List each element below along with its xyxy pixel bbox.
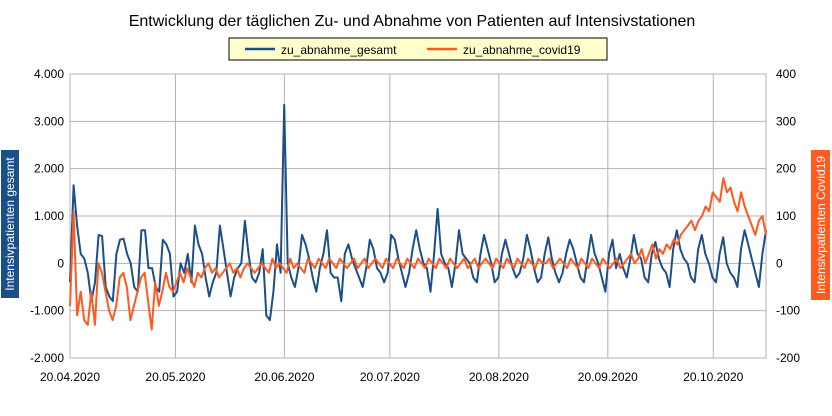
chart-title: Entwicklung der täglichen Zu- und Abnahm… [129,13,696,30]
x-tick-label: 20.06.2020 [254,370,314,384]
series-line-zu_abnahme_gesamt [69,103,767,322]
left-tick-label: 0 [57,256,64,270]
right-tick-label: 0 [776,256,783,270]
legend: zu_abnahme_gesamt zu_abnahme_covid19 [228,37,608,61]
legend-box [228,37,608,61]
left-axis-title-bg [1,150,19,298]
right-tick-label: 100 [776,209,796,223]
left-tick-label: 3.000 [34,114,64,128]
right-tick-label: 300 [776,114,796,128]
left-tick-label: 4.000 [34,67,64,81]
left-axis-title-group: Intensivpatienten gesamt [1,150,19,298]
series-line-zu_abnahme_covid19 [69,177,767,331]
left-axis-title: Intensivpatienten gesamt [3,157,17,291]
right-tick-label: -100 [776,304,800,318]
right-axis-title-group: Intensivpatienten Covid19 [811,150,830,300]
right-tick-label: 400 [776,67,796,81]
right-axis-title: Intensivpatienten Covid19 [814,156,828,294]
x-tick-label: 20.09.2020 [578,370,638,384]
series-lines [69,103,767,331]
plot-area-border [69,73,767,359]
left-tick-label: -1.000 [30,304,64,318]
right-tick-label: -200 [776,351,800,365]
left-tick-label: -2.000 [30,351,64,365]
x-tick-label: 20.04.2020 [40,370,100,384]
x-tick-label: 20.05.2020 [145,370,205,384]
x-tick-label: 20.07.2020 [360,370,420,384]
right-tick-label: 200 [776,162,796,176]
legend-label-covid19: zu_abnahme_covid19 [463,43,581,57]
x-tick-label: 20.10.2020 [683,370,743,384]
left-axis-tick-labels: 4.000 3.000 2.000 1.000 0 -1.000 -2.000 [30,67,64,365]
right-axis-tick-labels: 400 300 200 100 0 -100 -200 [776,67,800,365]
left-tick-label: 2.000 [34,162,64,176]
x-tick-label: 20.08.2020 [469,370,529,384]
legend-label-gesamt: zu_abnahme_gesamt [281,43,397,57]
right-axis-title-bg [811,150,830,300]
left-tick-label: 1.000 [34,209,64,223]
x-axis-tick-labels: 20.04.2020 20.05.2020 20.06.2020 20.07.2020… [40,370,744,384]
